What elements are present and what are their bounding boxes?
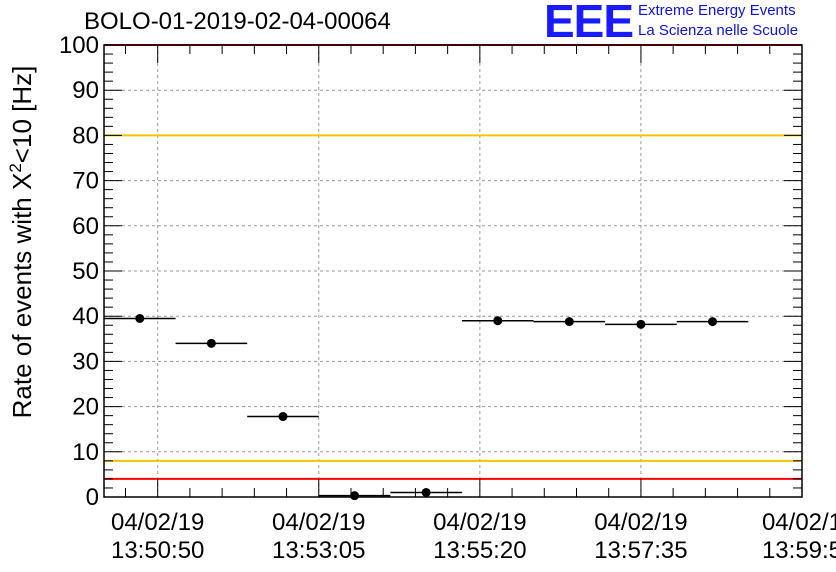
y-axis-title-superscript: 2 [6, 163, 25, 172]
y-tick-label: 100 [59, 32, 99, 59]
x-tick-label-date: 04/02/19 [433, 509, 526, 536]
data-point [278, 412, 288, 422]
grid-lines [104, 45, 802, 497]
y-tick-label: 90 [72, 77, 99, 104]
data-point [421, 487, 431, 497]
data-point [350, 491, 360, 501]
y-tick-label: 10 [72, 439, 99, 466]
data-points [104, 313, 749, 501]
logo-text-line2: La Scienza nelle Scuole [638, 22, 799, 39]
y-tick-label: 80 [72, 122, 99, 149]
x-tick-label-time: 13:50:50 [111, 537, 204, 564]
y-axis-title: Rate of events with X2<10 [Hz] [6, 66, 37, 419]
eee-logo: EEE Extreme Energy Events La Scienza nel… [544, 0, 834, 44]
y-tick-label: 30 [72, 348, 99, 375]
chart-title: BOLO-01-2019-02-04-00064 [84, 8, 391, 35]
x-tick-label-date: 04/02/19 [594, 509, 687, 536]
x-tick-label-date: 04/02/19 [272, 509, 365, 536]
x-tick-label-date: 04/02/1 [762, 509, 836, 536]
data-point [708, 317, 718, 327]
y-axis-title-rest: <10 [Hz] [7, 66, 37, 164]
y-tick-label: 70 [72, 168, 99, 195]
x-tick-label-time: 13:59:5 [762, 537, 836, 564]
data-point [564, 317, 574, 327]
reference-lines [104, 44, 802, 480]
y-axis-title-main: Rate of events with X [7, 173, 37, 419]
logo-mark: EEE [544, 0, 634, 47]
x-tick-label-time: 13:53:05 [272, 537, 365, 564]
x-tick-label-time: 13:57:35 [594, 537, 687, 564]
data-point [135, 313, 145, 323]
tick-labels: 010203040506070809010004/02/1913:50:5004… [59, 32, 836, 564]
y-tick-label: 20 [72, 394, 99, 421]
x-tick-label-time: 13:55:20 [433, 537, 526, 564]
x-tick-label-date: 04/02/19 [111, 509, 204, 536]
y-tick-label: 40 [72, 303, 99, 330]
y-tick-label: 0 [86, 484, 99, 511]
data-point [493, 316, 503, 326]
data-point [206, 338, 216, 348]
axis-ticks [104, 44, 803, 498]
y-tick-label: 60 [72, 213, 99, 240]
logo-text-line1: Extreme Energy Events [638, 2, 796, 19]
data-point [636, 319, 646, 329]
y-tick-label: 50 [72, 258, 99, 285]
